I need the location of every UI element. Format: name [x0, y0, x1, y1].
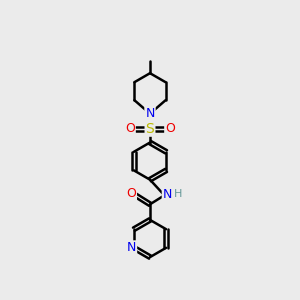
Text: O: O	[125, 122, 135, 135]
Text: N: N	[163, 188, 172, 201]
Text: N: N	[145, 107, 155, 120]
Text: O: O	[126, 187, 136, 200]
Text: O: O	[165, 122, 175, 135]
Text: S: S	[146, 122, 154, 136]
Text: N: N	[127, 241, 136, 254]
Text: H: H	[174, 189, 182, 199]
